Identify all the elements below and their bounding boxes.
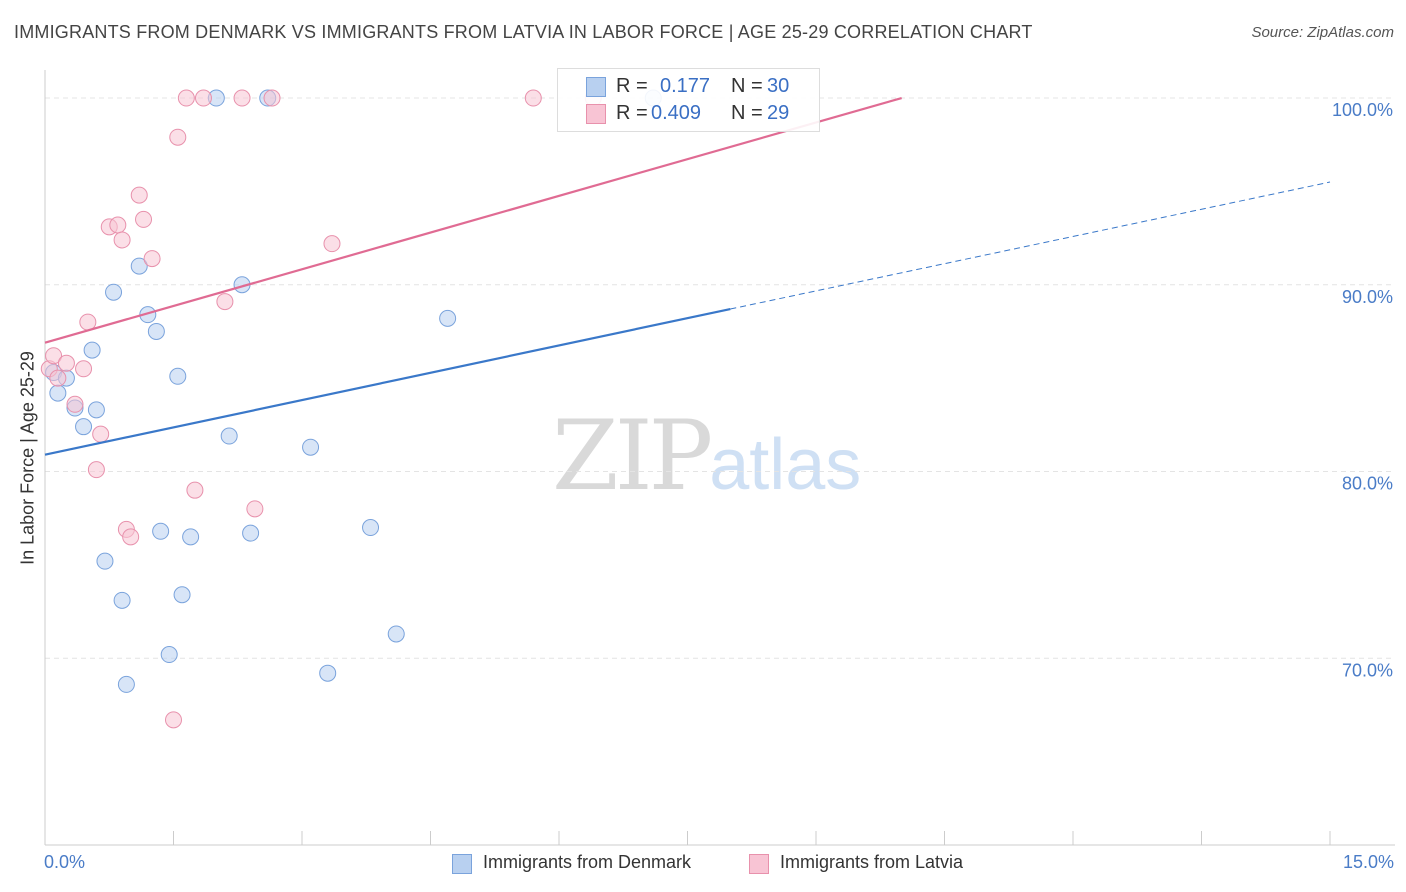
latvia-point	[45, 347, 63, 365]
latvia-point	[113, 231, 131, 249]
denmark-point	[302, 438, 320, 456]
denmark-point	[130, 257, 148, 275]
watermark: ZIPatlas	[552, 400, 861, 512]
legend-r-label: R =	[616, 75, 648, 97]
latvia-trend-line	[44, 96, 902, 344]
watermark-zip: ZIP	[552, 400, 713, 512]
denmark-point	[75, 418, 93, 436]
latvia-point	[186, 481, 204, 499]
y-tick-label: 80.0%	[1342, 474, 1393, 494]
latvia-point	[246, 500, 264, 518]
latvia-point	[524, 89, 542, 107]
latvia-point	[92, 425, 110, 443]
denmark-point	[160, 646, 178, 664]
denmark-point	[105, 283, 123, 301]
latvia-point	[194, 89, 212, 107]
denmark-point	[439, 309, 457, 327]
denmark-point	[220, 427, 238, 445]
denmark-point	[87, 401, 105, 419]
bottom-legend-swatch-latvia	[749, 854, 769, 874]
denmark-point	[169, 367, 187, 385]
latvia-point	[165, 711, 182, 729]
bottom-legend-swatch-denmark	[452, 854, 472, 874]
latvia-point	[57, 354, 75, 372]
legend-r-label: R =	[616, 102, 648, 124]
latvia-point	[263, 89, 281, 107]
denmark-point	[83, 341, 101, 359]
legend-row-denmark: R = 0.177 N = 30	[558, 74, 819, 100]
denmark-trend-line	[44, 307, 731, 456]
latvia-point	[135, 210, 153, 228]
denmark-point	[96, 552, 114, 570]
latvia-point	[87, 461, 105, 479]
legend-n-label: N =	[731, 102, 763, 124]
latvia-point	[66, 395, 84, 413]
x-tick-label-max: 15.0%	[1342, 852, 1394, 872]
x-tick-label-min: 0.0%	[44, 852, 86, 872]
latvia-point	[233, 89, 251, 107]
legend-n-label: N =	[731, 75, 763, 97]
denmark-point	[182, 528, 200, 546]
legend-n-value: 30	[767, 75, 790, 97]
denmark-point	[319, 664, 337, 682]
denmark-point	[117, 675, 135, 693]
denmark-point	[387, 625, 405, 643]
denmark-point	[49, 384, 67, 402]
legend-r-value: 0.409	[651, 102, 702, 124]
legend-swatch-latvia	[586, 104, 606, 124]
y-tick-label: 90.0%	[1342, 287, 1393, 307]
watermark-atlas: atlas	[709, 425, 862, 505]
latvia-point	[177, 89, 195, 107]
latvia-point	[122, 528, 140, 546]
denmark-point	[173, 586, 191, 604]
y-tick-label: 70.0%	[1342, 660, 1393, 680]
y-tick-label: 100.0%	[1332, 100, 1393, 120]
latvia-point	[323, 235, 341, 253]
latvia-point	[49, 369, 67, 387]
source-label: Source: ZipAtlas.com	[1251, 24, 1394, 41]
denmark-point	[113, 591, 131, 609]
latvia-point	[109, 216, 127, 234]
latvia-point	[216, 293, 234, 311]
denmark-point	[362, 519, 380, 537]
latvia-point	[143, 250, 161, 268]
latvia-point	[130, 186, 148, 204]
legend-n-value: 29	[767, 102, 790, 124]
denmark-trend-extension	[730, 181, 1331, 310]
legend-row-latvia: R = 0.409 N = 29	[558, 101, 819, 127]
denmark-point	[242, 524, 260, 542]
bottom-legend-label-denmark: Immigrants from Denmark	[483, 852, 692, 872]
denmark-point	[147, 322, 165, 340]
latvia-point	[75, 360, 93, 378]
legend-swatch-denmark	[586, 77, 606, 97]
latvia-point	[169, 128, 187, 146]
chart-title: IMMIGRANTS FROM DENMARK VS IMMIGRANTS FR…	[14, 22, 1033, 42]
legend-r-value: 0.177	[660, 75, 711, 97]
bottom-legend-label-latvia: Immigrants from Latvia	[780, 852, 964, 872]
denmark-point	[152, 522, 170, 540]
correlation-legend: R = 0.177 N = 30 R = 0.409 N = 29	[557, 68, 820, 132]
